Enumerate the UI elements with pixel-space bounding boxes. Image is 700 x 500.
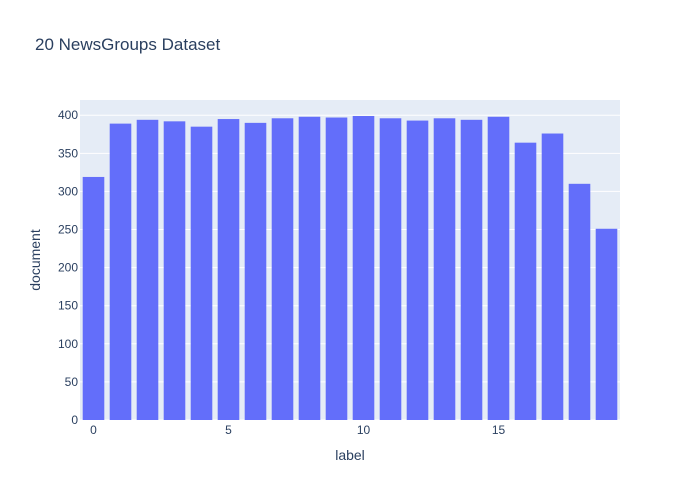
bars — [82, 116, 618, 421]
bar — [82, 176, 105, 420]
bar — [487, 116, 510, 420]
bar — [271, 118, 294, 421]
y-tick-label: 150 — [58, 299, 78, 313]
y-tick-label: 250 — [58, 223, 78, 237]
bar — [163, 121, 186, 420]
y-tick-label: 50 — [65, 375, 79, 389]
y-tick-label: 0 — [71, 413, 78, 427]
x-tick-label: 0 — [90, 423, 97, 437]
x-axis-title: label — [335, 447, 365, 463]
bar — [136, 119, 159, 421]
y-axis-title: document — [27, 229, 43, 291]
bar — [379, 118, 402, 421]
bar — [109, 123, 132, 420]
y-tick-label: 100 — [58, 337, 78, 351]
x-axis-ticks: 0 5 10 15 — [90, 423, 505, 437]
bar — [433, 118, 456, 421]
bar — [541, 133, 564, 420]
bar — [190, 126, 213, 421]
y-tick-label: 350 — [58, 146, 78, 160]
plot-area — [80, 100, 620, 420]
x-tick-label: 15 — [492, 423, 506, 437]
y-tick-label: 300 — [58, 184, 78, 198]
bar — [406, 120, 429, 421]
x-tick-label: 5 — [225, 423, 232, 437]
bar — [568, 183, 591, 420]
bar — [352, 116, 375, 420]
bar — [514, 142, 537, 420]
bar — [217, 119, 240, 421]
bar — [298, 116, 321, 420]
y-tick-label: 400 — [58, 108, 78, 122]
y-tick-label: 200 — [58, 261, 78, 275]
bar — [460, 119, 483, 421]
bar — [244, 122, 267, 420]
y-axis-ticks: 0 50 100 150 200 250 300 350 400 — [58, 108, 78, 427]
x-tick-label: 10 — [357, 423, 371, 437]
bar — [595, 228, 618, 420]
chart-title: 20 NewsGroups Dataset — [35, 35, 220, 54]
bar — [325, 117, 348, 421]
